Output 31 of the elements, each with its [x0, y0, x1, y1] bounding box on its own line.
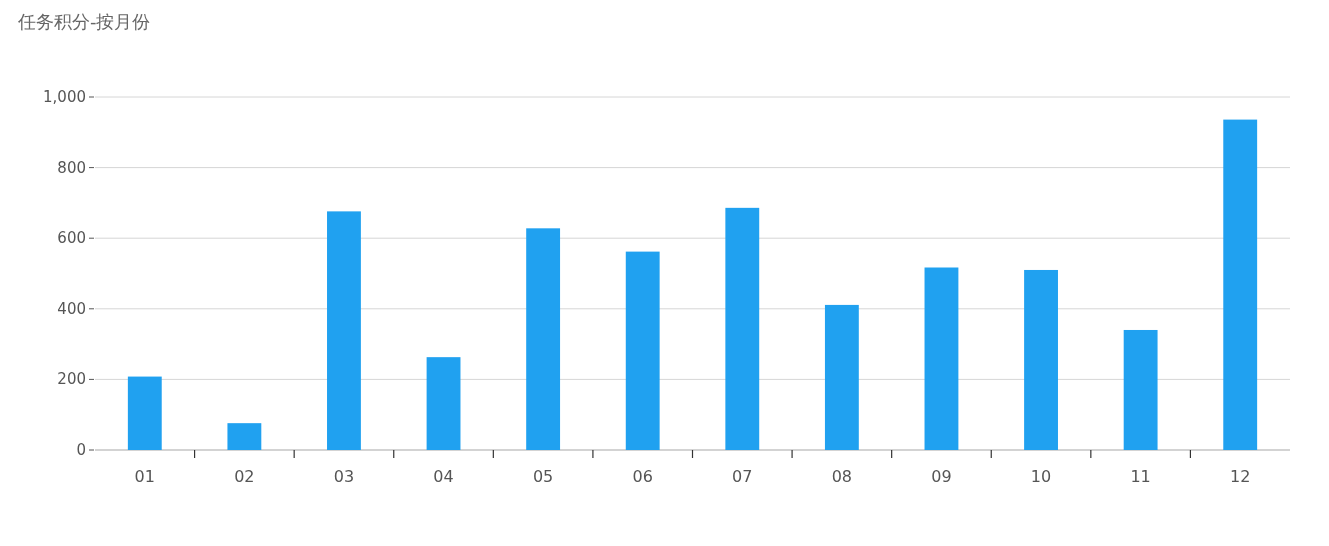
- y-tick-label: 600: [57, 229, 86, 248]
- bar: [824, 304, 859, 450]
- x-tick-label: 07: [732, 467, 753, 486]
- x-tick-label: 03: [333, 467, 355, 486]
- bar: [1223, 119, 1258, 450]
- x-tick-label: 11: [1130, 467, 1151, 486]
- x-tick-label: 04: [433, 467, 454, 486]
- bar: [1123, 329, 1158, 450]
- bar: [426, 357, 461, 450]
- bar: [1024, 269, 1058, 450]
- bar: [227, 423, 262, 450]
- y-tick-label: 0: [76, 441, 86, 459]
- x-tick-label: 02: [234, 467, 255, 486]
- x-tick-label: 08: [831, 467, 853, 486]
- y-tick-label: 800: [57, 158, 86, 177]
- bar: [127, 376, 162, 450]
- bar: [924, 267, 959, 450]
- x-tick-label: 01: [134, 467, 155, 486]
- x-tick-label: 06: [632, 467, 653, 486]
- y-tick-label: 200: [57, 370, 86, 389]
- bar: [526, 228, 561, 450]
- bar: [327, 211, 361, 450]
- x-tick-label: 10: [1030, 467, 1052, 486]
- x-tick-label: 09: [931, 467, 952, 486]
- bar: [625, 251, 660, 450]
- y-tick-label: 1,000: [43, 88, 86, 106]
- y-tick-label: 400: [57, 299, 86, 318]
- bar: [725, 207, 760, 450]
- x-tick-label: 12: [1230, 467, 1251, 486]
- chart-title: 任务积分-按月份: [17, 11, 151, 32]
- x-tick-label: 05: [532, 467, 554, 486]
